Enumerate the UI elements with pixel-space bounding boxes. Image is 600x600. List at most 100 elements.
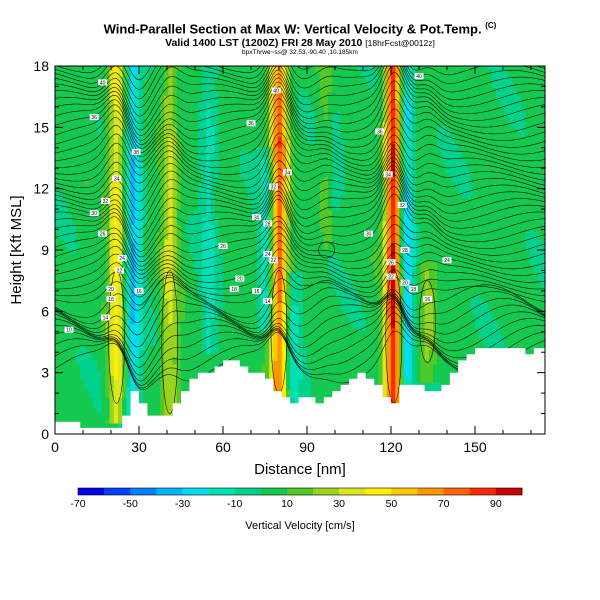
velocity-cell [118, 316, 123, 321]
velocity-cell [168, 183, 174, 189]
velocity-cell [185, 165, 190, 170]
velocity-cell [71, 268, 77, 273]
velocity-cell [176, 180, 182, 185]
velocity-cell [76, 349, 81, 354]
velocity-cell [126, 404, 132, 409]
velocity-cell [185, 323, 190, 328]
velocity-cell [55, 389, 60, 395]
velocity-cell [202, 172, 207, 177]
velocity-cell [260, 316, 266, 321]
velocity-cell [109, 367, 115, 373]
velocity-cell [109, 146, 115, 152]
velocity-cell [168, 305, 174, 310]
velocity-cell [118, 338, 123, 343]
velocity-cell [231, 124, 237, 130]
velocity-cell [164, 411, 169, 417]
velocity-cell [252, 297, 258, 303]
velocity-cell [97, 176, 102, 181]
velocity-cell [155, 216, 161, 222]
velocity-cell [168, 330, 174, 336]
velocity-cell [67, 312, 73, 317]
velocity-cell [164, 238, 169, 244]
velocity-cell [126, 69, 132, 74]
velocity-cell [244, 128, 249, 133]
velocity-cell [235, 308, 241, 314]
velocity-cell [172, 180, 178, 185]
velocity-cell [202, 279, 207, 284]
velocity-cell [193, 180, 199, 185]
velocity-cell [210, 345, 216, 350]
velocity-cell [147, 224, 153, 229]
velocity-cell [118, 132, 123, 137]
velocity-cell [231, 180, 237, 185]
velocity-cell [160, 334, 165, 339]
velocity-cell [84, 238, 90, 244]
velocity-cell [181, 231, 186, 236]
velocity-cell [160, 191, 165, 196]
velocity-cell [126, 106, 132, 111]
velocity-cell [223, 154, 228, 159]
velocity-cell [248, 124, 253, 130]
velocity-cell [139, 135, 144, 141]
velocity-cell [92, 253, 98, 258]
velocity-cell [122, 198, 127, 203]
velocity-cell [71, 378, 77, 384]
velocity-cell [130, 253, 136, 258]
velocity-cell [92, 250, 98, 255]
velocity-cell [218, 330, 224, 336]
velocity-cell [59, 198, 64, 203]
velocity-cell [206, 283, 211, 288]
velocity-cell [71, 220, 77, 225]
velocity-cell [231, 316, 237, 321]
velocity-cell [189, 275, 195, 281]
velocity-cell [105, 264, 111, 269]
velocity-cell [214, 139, 220, 144]
velocity-cell [130, 261, 136, 266]
velocity-cell [76, 139, 81, 144]
velocity-cell [122, 172, 127, 177]
velocity-cell [122, 158, 127, 163]
velocity-cell [164, 150, 169, 155]
velocity-cell [181, 202, 186, 207]
velocity-cell [97, 102, 102, 108]
velocity-cell [235, 283, 241, 288]
velocity-cell [193, 169, 199, 174]
velocity-cell [206, 146, 211, 152]
velocity-cell [97, 327, 102, 332]
velocity-cell [147, 349, 153, 354]
velocity-cell [126, 327, 132, 332]
velocity-cell [252, 110, 258, 115]
velocity-cell [256, 264, 262, 269]
velocity-cell [55, 216, 60, 222]
velocity-cell [176, 202, 182, 207]
velocity-cell [118, 106, 123, 111]
velocity-cell [206, 268, 211, 273]
velocity-cell [143, 88, 148, 93]
velocity-cell [227, 158, 232, 163]
velocity-cell [155, 264, 161, 269]
velocity-cell [130, 382, 136, 387]
velocity-cell [252, 323, 258, 328]
velocity-cell [113, 264, 119, 269]
velocity-cell [80, 73, 85, 78]
velocity-cell [189, 242, 195, 247]
velocity-cell [139, 257, 144, 262]
velocity-cell [55, 257, 60, 262]
velocity-cell [55, 408, 60, 413]
velocity-cell [109, 161, 115, 166]
velocity-cell [256, 165, 262, 170]
velocity-cell [151, 364, 157, 369]
velocity-cell [97, 404, 102, 409]
velocity-cell [151, 411, 157, 417]
velocity-cell [67, 154, 73, 159]
velocity-cell [67, 88, 73, 93]
velocity-cell [168, 382, 174, 387]
velocity-cell [139, 165, 144, 170]
velocity-cell [210, 91, 216, 97]
velocity-cell [84, 187, 90, 192]
velocity-cell [168, 356, 174, 361]
velocity-cell [80, 88, 85, 93]
velocity-cell [239, 113, 245, 119]
velocity-cell [197, 176, 203, 181]
velocity-cell [210, 73, 216, 78]
